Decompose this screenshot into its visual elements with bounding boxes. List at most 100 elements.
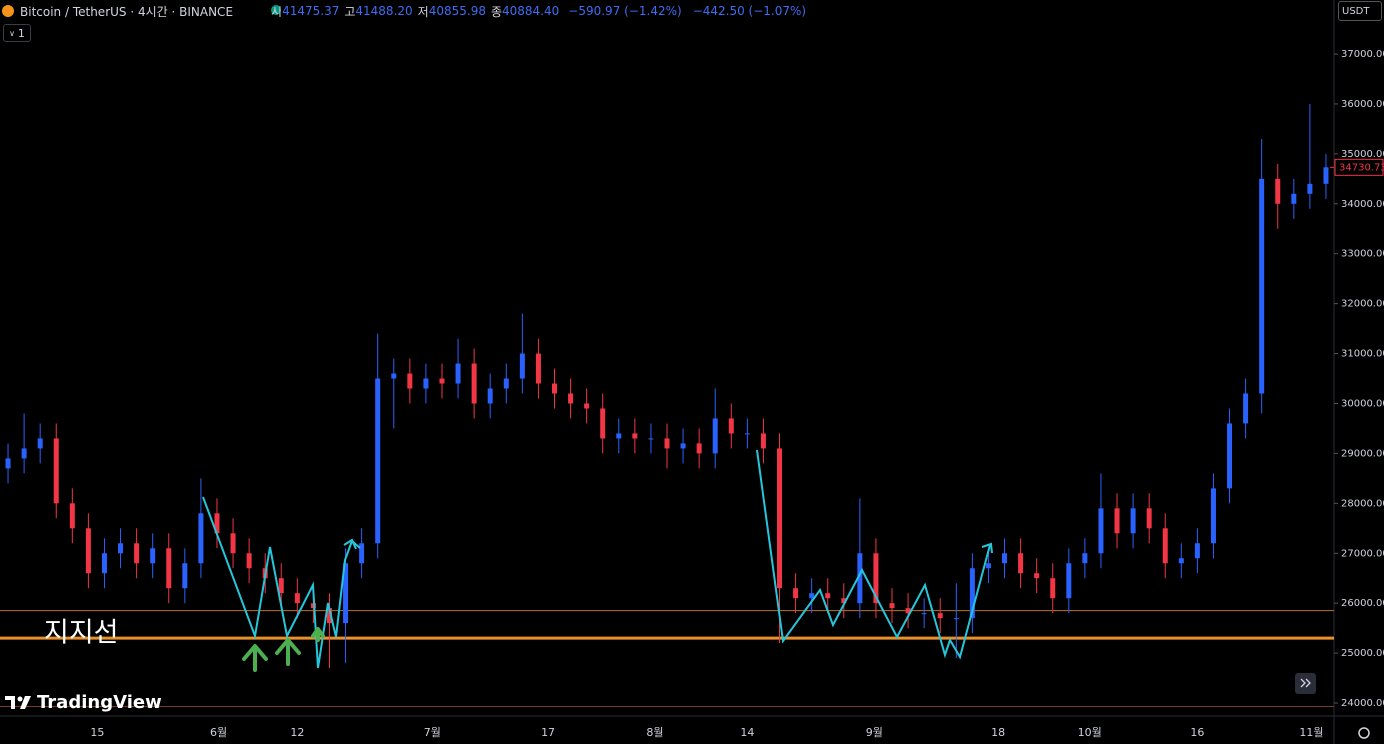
candle-body <box>1194 543 1200 559</box>
indicator-toggle[interactable]: ∨ 1 <box>3 24 31 42</box>
candle-body <box>375 378 381 544</box>
status-dot <box>271 5 281 15</box>
candle-body <box>391 373 397 379</box>
ohlc-label: 시 <box>271 4 283 19</box>
y-tick-label: 25000.00 <box>1341 648 1384 659</box>
ohlc-label: 종 <box>490 4 503 19</box>
candle-body <box>809 593 815 599</box>
y-tick-label: 26000.00 <box>1341 598 1384 609</box>
candle-body <box>37 438 43 449</box>
x-tick-label: 8월 <box>646 726 663 739</box>
candle-body <box>487 388 493 404</box>
x-tick-label: 15 <box>90 726 104 739</box>
ohlc-value: 41488.20 <box>355 4 413 18</box>
zigzag <box>202 496 361 669</box>
y-tick-label: 24000.00 <box>1341 698 1384 709</box>
change-2: −442.50 (−1.07%) <box>692 4 807 18</box>
y-tick-label: 35000.00 <box>1341 149 1384 160</box>
annotation: 지지선 <box>44 618 119 649</box>
candle-body <box>85 528 91 574</box>
candle-body <box>1323 167 1329 184</box>
candle-body <box>696 443 702 454</box>
arrow <box>275 638 301 666</box>
candles <box>5 103 1329 669</box>
candle-body <box>1227 423 1233 489</box>
candle-body <box>359 543 365 564</box>
last-price-tag <box>1334 158 1384 176</box>
candle-body <box>150 548 156 564</box>
chevron: ∨ <box>9 28 15 38</box>
currency-button[interactable]: USDT <box>1338 1 1382 21</box>
candle-body <box>1050 578 1056 599</box>
drawings <box>202 449 993 669</box>
candle-body <box>1162 528 1168 564</box>
candle-body <box>53 438 59 504</box>
y-tick-label: 31000.00 <box>1341 349 1384 360</box>
candle-body <box>278 578 284 594</box>
logo-shape <box>20 696 31 709</box>
x-tick-label: 16 <box>1190 726 1204 739</box>
logo <box>5 696 31 709</box>
candle-body <box>953 618 959 620</box>
candle-body <box>873 553 879 604</box>
candle-body <box>1210 488 1216 544</box>
candle-body <box>632 433 638 439</box>
x-tick-label: 11월 <box>1299 726 1323 739</box>
candle-body <box>439 378 445 384</box>
x-tick-label: 14 <box>740 726 754 739</box>
candle-body <box>584 403 590 409</box>
candle-body <box>937 613 943 619</box>
ohlc-value: 40884.40 <box>502 4 560 18</box>
settings-icon[interactable] <box>1358 727 1370 739</box>
y-tick-label: 33000.00 <box>1341 249 1384 260</box>
change: −590.97 (−1.42%) <box>568 4 682 18</box>
candle-body <box>889 603 895 609</box>
candle-body <box>101 553 107 574</box>
candle-body <box>1178 558 1184 564</box>
y-tick-label: 37000.00 <box>1341 49 1384 60</box>
y-tick-label: 34000.00 <box>1341 199 1384 210</box>
ohlc-value: 40855.98 <box>428 4 486 18</box>
candle-body <box>118 543 124 554</box>
candle-body <box>471 363 477 404</box>
candle-body <box>535 353 541 384</box>
candle-body <box>182 563 188 589</box>
arrow <box>242 644 268 672</box>
y-tick-label: 32000.00 <box>1341 299 1384 310</box>
candle-body <box>1259 178 1265 394</box>
candle-body <box>969 568 975 619</box>
candle-body <box>294 593 300 604</box>
candle-body <box>1066 563 1072 599</box>
symbol[interactable]: Bitcoin / TetherUS · 4시간 · BINANCE <box>20 4 234 19</box>
candle-body <box>519 353 525 379</box>
candle-body <box>1275 178 1281 204</box>
candle-body <box>198 513 204 564</box>
x-tick-label: 6월 <box>210 726 227 739</box>
candle-body <box>712 418 718 454</box>
candle-body <box>760 433 766 449</box>
candle-body <box>777 448 783 589</box>
candle-body <box>680 443 686 449</box>
x-tick-label: 17 <box>541 726 555 739</box>
arrow-head <box>981 542 993 554</box>
arrow-head <box>343 538 357 550</box>
last-price-label: 34730.73 <box>1339 162 1384 173</box>
scroll-button[interactable] <box>1295 673 1316 694</box>
candle-body <box>921 613 927 615</box>
candle-body <box>744 433 750 435</box>
scroll-icon <box>1300 678 1311 688</box>
x-tick-label: 7월 <box>424 726 441 739</box>
candle-body <box>1082 553 1088 564</box>
candle-body <box>616 433 622 439</box>
header: Bitcoin / TetherUS · 4시간 · BINANCE 시 4147… <box>4 2 811 20</box>
candle-body <box>69 503 75 529</box>
x-tick-label: 18 <box>991 726 1005 739</box>
candle-body <box>1098 508 1104 554</box>
candle-body <box>1034 573 1040 579</box>
candle-body <box>343 563 349 624</box>
candle-body <box>664 438 670 449</box>
candle-body <box>825 593 831 599</box>
